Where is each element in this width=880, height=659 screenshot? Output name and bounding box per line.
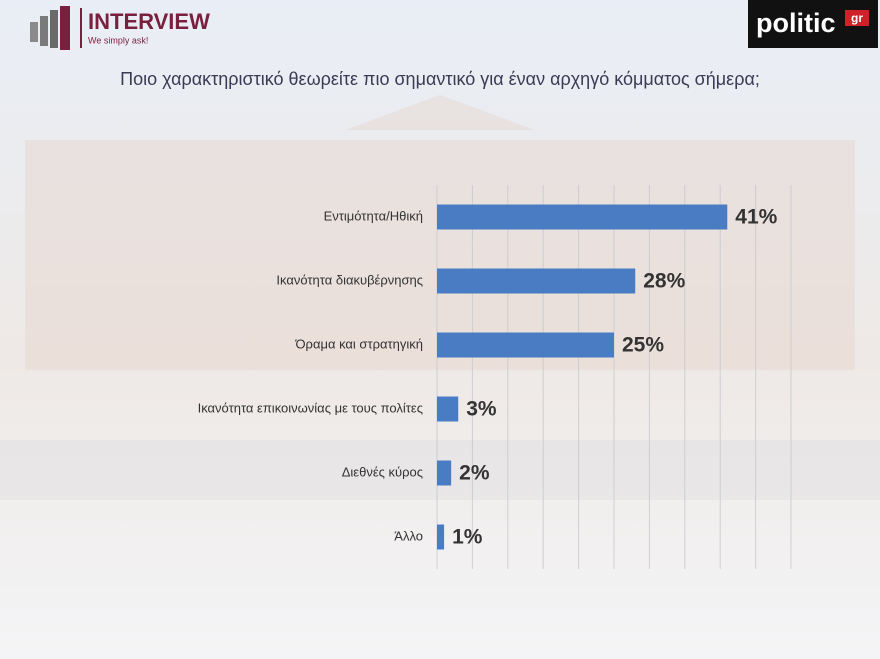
bar xyxy=(437,204,728,230)
value-label: 25% xyxy=(622,334,664,357)
value-label: 28% xyxy=(643,270,685,293)
value-label: 41% xyxy=(735,206,777,229)
bar xyxy=(437,460,452,486)
publisher-suffix: gr xyxy=(851,11,863,25)
bar xyxy=(437,268,636,294)
bar xyxy=(437,396,459,422)
brand-tagline: We simply ask! xyxy=(88,35,148,45)
value-label: 1% xyxy=(452,526,483,549)
value-label: 2% xyxy=(459,462,490,485)
category-label: Άλλο xyxy=(394,528,423,543)
category-label: Εντιμότητα/Ηθική xyxy=(324,208,423,223)
chart-title: Ποιο χαρακτηριστικό θεωρείτε πιο σημαντι… xyxy=(120,69,760,89)
category-label: Διεθνές κύρος xyxy=(342,464,423,479)
bar xyxy=(437,524,445,550)
category-label: Ικανότητα επικοινωνίας με τους πολίτες xyxy=(198,400,423,415)
publisher-logo: politic gr xyxy=(748,0,878,48)
category-label: Όραμα και στρατηγική xyxy=(294,336,423,351)
bar xyxy=(437,332,614,358)
publisher-name: politic xyxy=(756,8,836,38)
category-label: Ικανότητα διακυβέρνησης xyxy=(276,272,423,287)
brand-name: INTERVIEW xyxy=(88,9,210,34)
brand-logo: INTERVIEW We simply ask! xyxy=(30,6,210,50)
value-label: 3% xyxy=(466,398,497,421)
